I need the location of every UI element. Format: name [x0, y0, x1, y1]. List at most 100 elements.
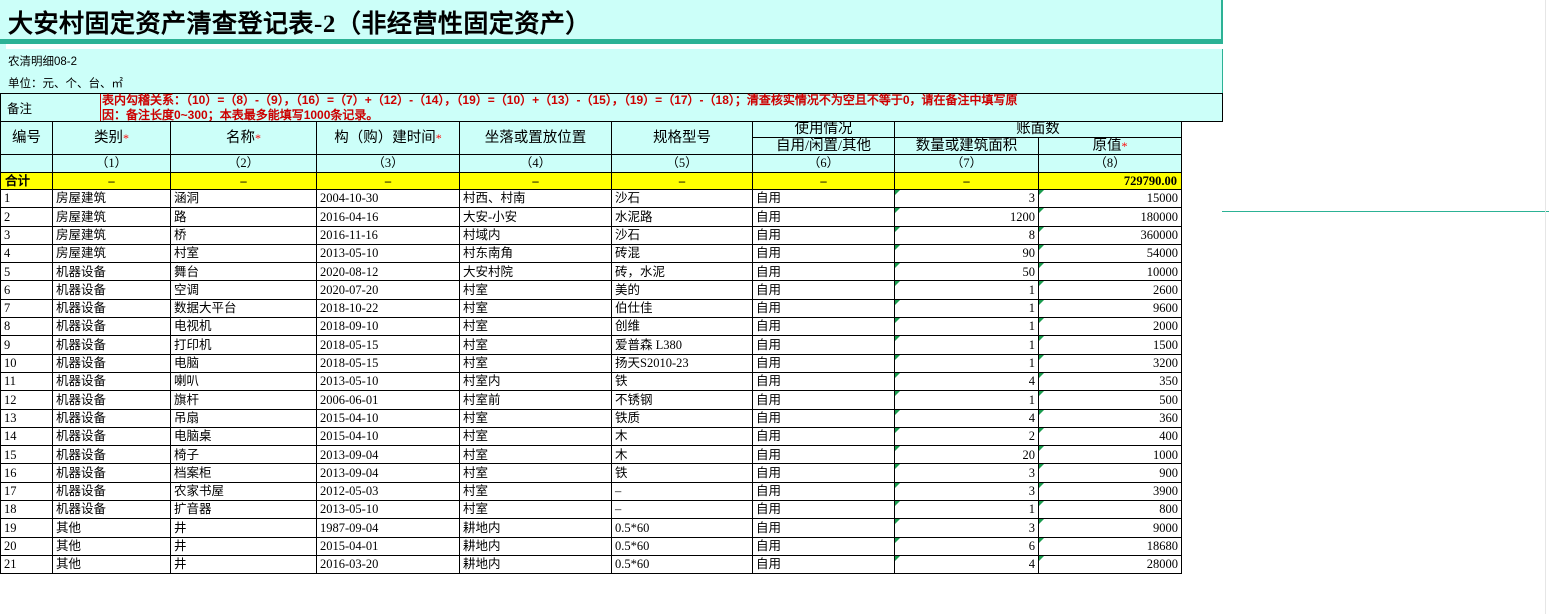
cell-usage[interactable]: 自用	[752, 298, 895, 319]
cell-spec[interactable]: 砖，水泥	[611, 262, 753, 282]
cell-value[interactable]: 10000	[1038, 262, 1182, 282]
cell-no[interactable]: 2	[0, 207, 53, 227]
cell-qty[interactable]: 1	[894, 390, 1039, 410]
cell-built[interactable]: 2015-04-10	[316, 426, 460, 447]
cell-location[interactable]: 村室	[459, 408, 612, 428]
cell-name[interactable]: 电视机	[170, 317, 317, 337]
cell-spec[interactable]: 沙石	[611, 225, 753, 245]
cell-location[interactable]: 村域内	[459, 225, 612, 245]
cell-built[interactable]: 2012-05-03	[316, 481, 460, 502]
table-row[interactable]: 3 房屋建筑桥 2016-11-16 村域内 沙石 自用 8 360000	[0, 225, 1182, 245]
cell-qty[interactable]: 6	[894, 536, 1039, 556]
cell-qty[interactable]: 1	[894, 298, 1039, 319]
cell-no[interactable]: 16	[0, 463, 53, 483]
cell-usage[interactable]: 自用	[752, 481, 895, 502]
cell-location[interactable]: 村室前	[459, 390, 612, 410]
cell-category[interactable]: 其他	[52, 518, 171, 538]
cell-usage[interactable]: 自用	[752, 335, 895, 355]
cell-name[interactable]: 旗杆	[170, 390, 317, 410]
cell-spec[interactable]: 扬天S2010-23	[611, 353, 753, 373]
cell-location[interactable]: 村室	[459, 353, 612, 373]
cell-usage[interactable]: 自用	[752, 225, 895, 245]
cell-value[interactable]: 15000	[1038, 188, 1182, 209]
cell-built[interactable]: 1987-09-04	[316, 518, 460, 538]
cell-category[interactable]: 其他	[52, 554, 171, 575]
cell-location[interactable]: 村室	[459, 445, 612, 465]
cell-qty[interactable]: 1	[894, 500, 1039, 520]
cell-name[interactable]: 井	[170, 554, 317, 575]
cell-category[interactable]: 机器设备	[52, 353, 171, 373]
cell-qty[interactable]: 1200	[894, 207, 1039, 227]
cell-name[interactable]: 椅子	[170, 445, 317, 465]
cell-no[interactable]: 8	[0, 317, 53, 337]
cell-category[interactable]: 机器设备	[52, 445, 171, 465]
cell-name[interactable]: 农家书屋	[170, 481, 317, 502]
header-spec[interactable]: 规格型号	[611, 121, 753, 155]
table-row[interactable]: 18 机器设备 扩音器 2013-05-10 村室 – 自用 1 800	[0, 500, 1182, 520]
table-row[interactable]: 7 机器设备 数据大平台 2018-10-22 村室 伯仕佳 自用 1 9600	[0, 298, 1182, 319]
cell-value[interactable]: 1000	[1038, 445, 1182, 465]
table-row[interactable]: 17 机器设备 农家书屋 2012-05-03 村室 – 自用 3 3900	[0, 481, 1182, 502]
cell-category[interactable]: 房屋建筑	[52, 188, 171, 209]
cell-value[interactable]: 18680	[1038, 536, 1182, 556]
cell-usage[interactable]: 自用	[752, 518, 895, 538]
cell-location[interactable]: 村室	[459, 481, 612, 502]
cell-spec[interactable]: 沙石	[611, 188, 753, 209]
cell-spec[interactable]: 木	[611, 445, 753, 465]
cell-qty[interactable]: 4	[894, 371, 1039, 392]
cell-location[interactable]: 村室	[459, 335, 612, 355]
cell-name[interactable]: 涵洞	[170, 188, 317, 209]
cell-value[interactable]: 2000	[1038, 317, 1182, 337]
cell-usage[interactable]: 自用	[752, 207, 895, 227]
header-no[interactable]: 编号	[0, 121, 53, 155]
cell-usage[interactable]: 自用	[752, 463, 895, 483]
cell-qty[interactable]: 3	[894, 463, 1039, 483]
table-row[interactable]: 12 机器设备 旗杆 2006-06-01 村室前 不锈钢 自用 1 500	[0, 390, 1182, 410]
table-row[interactable]: 6 机器设备 空调 2020-07-20 村室 美的 自用 1 2600	[0, 280, 1182, 300]
cell-category[interactable]: 机器设备	[52, 280, 171, 300]
group-header-usage[interactable]: 使用情况	[752, 121, 895, 138]
cell-qty[interactable]: 3	[894, 188, 1039, 209]
cell-qty[interactable]: 50	[894, 262, 1039, 282]
cell-built[interactable]: 2018-05-15	[316, 353, 460, 373]
cell-location[interactable]: 村室	[459, 500, 612, 520]
header-usage[interactable]: 自用/闲置/其他	[752, 137, 895, 155]
cell-no[interactable]: 9	[0, 335, 53, 355]
cell-spec[interactable]: 不锈钢	[611, 390, 753, 410]
header-name[interactable]: 名称*	[170, 121, 317, 155]
cell-built[interactable]: 2013-05-10	[316, 243, 460, 264]
cell-location[interactable]: 村东南角	[459, 243, 612, 264]
table-row[interactable]: 8 机器设备 电视机 2018-09-10 村室 创维 自用 1 2000	[0, 317, 1182, 337]
cell-usage[interactable]: 自用	[752, 554, 895, 575]
cell-location[interactable]: 村室	[459, 298, 612, 319]
cell-built[interactable]: 2018-05-15	[316, 335, 460, 355]
cell-value[interactable]: 1500	[1038, 335, 1182, 355]
cell-qty[interactable]: 3	[894, 481, 1039, 502]
cell-value[interactable]: 800	[1038, 500, 1182, 520]
table-row[interactable]: 20 其他井 2015-04-01 耕地内 0.5*60 自用 6 18680	[0, 536, 1182, 556]
cell-location[interactable]: 大安村院	[459, 262, 612, 282]
table-row[interactable]: 14 机器设备 电脑桌 2015-04-10 村室木自用 2 400	[0, 426, 1182, 447]
cell-built[interactable]: 2016-04-16	[316, 207, 460, 227]
cell-value[interactable]: 400	[1038, 426, 1182, 447]
cell-value[interactable]: 9000	[1038, 518, 1182, 538]
cell-value[interactable]: 900	[1038, 463, 1182, 483]
cell-name[interactable]: 档案柜	[170, 463, 317, 483]
cell-location[interactable]: 村室内	[459, 371, 612, 392]
cell-spec[interactable]: 创维	[611, 317, 753, 337]
header-category[interactable]: 类别*	[52, 121, 171, 155]
cell-qty[interactable]: 1	[894, 280, 1039, 300]
cell-location[interactable]: 村室	[459, 463, 612, 483]
cell-name[interactable]: 数据大平台	[170, 298, 317, 319]
cell-qty[interactable]: 2	[894, 426, 1039, 447]
cell-location[interactable]: 村室	[459, 426, 612, 447]
cell-no[interactable]: 14	[0, 426, 53, 447]
cell-usage[interactable]: 自用	[752, 262, 895, 282]
cell-built[interactable]: 2020-08-12	[316, 262, 460, 282]
cell-value[interactable]: 180000	[1038, 207, 1182, 227]
cell-value[interactable]: 3200	[1038, 353, 1182, 373]
cell-built[interactable]: 2016-03-20	[316, 554, 460, 575]
cell-qty[interactable]: 4	[894, 408, 1039, 428]
cell-no[interactable]: 6	[0, 280, 53, 300]
cell-category[interactable]: 其他	[52, 536, 171, 556]
